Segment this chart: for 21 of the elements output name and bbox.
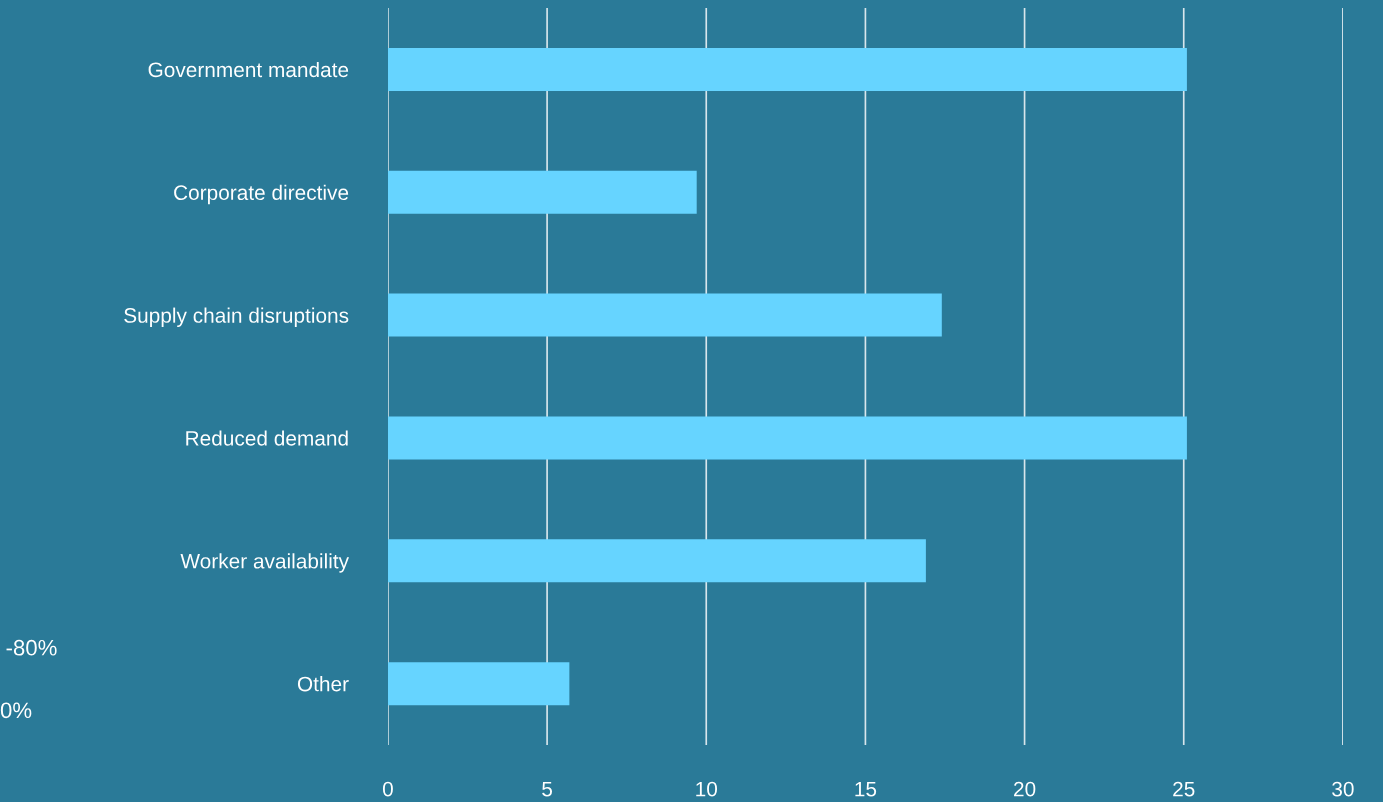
x-tick-label: 20 xyxy=(1014,781,1036,797)
x-tick-label: 30 xyxy=(1332,781,1354,797)
y-tick-label: Corporate directive xyxy=(174,184,349,205)
text: 0% xyxy=(0,702,32,719)
x-tick-label: 5 xyxy=(542,781,553,797)
bar xyxy=(387,170,697,214)
y-tick-label: Supply chain disruptions xyxy=(124,307,349,327)
y-tick-label: Other xyxy=(297,676,349,692)
bar xyxy=(387,662,570,706)
bar xyxy=(387,47,1187,91)
bar xyxy=(387,293,942,337)
x-tick-label: 10 xyxy=(696,781,718,797)
y-tick-label: Worker availability xyxy=(180,553,350,573)
text: -80% xyxy=(6,639,57,656)
bar xyxy=(387,539,926,583)
x-tick-label: 25 xyxy=(1173,781,1195,797)
x-tick-label: 15 xyxy=(855,781,877,797)
y-tick-label: Government mandate xyxy=(148,61,349,78)
x-tick-label: 0 xyxy=(382,781,393,797)
y-tick-label: Reduced demand xyxy=(186,430,348,446)
bar xyxy=(387,416,1187,460)
